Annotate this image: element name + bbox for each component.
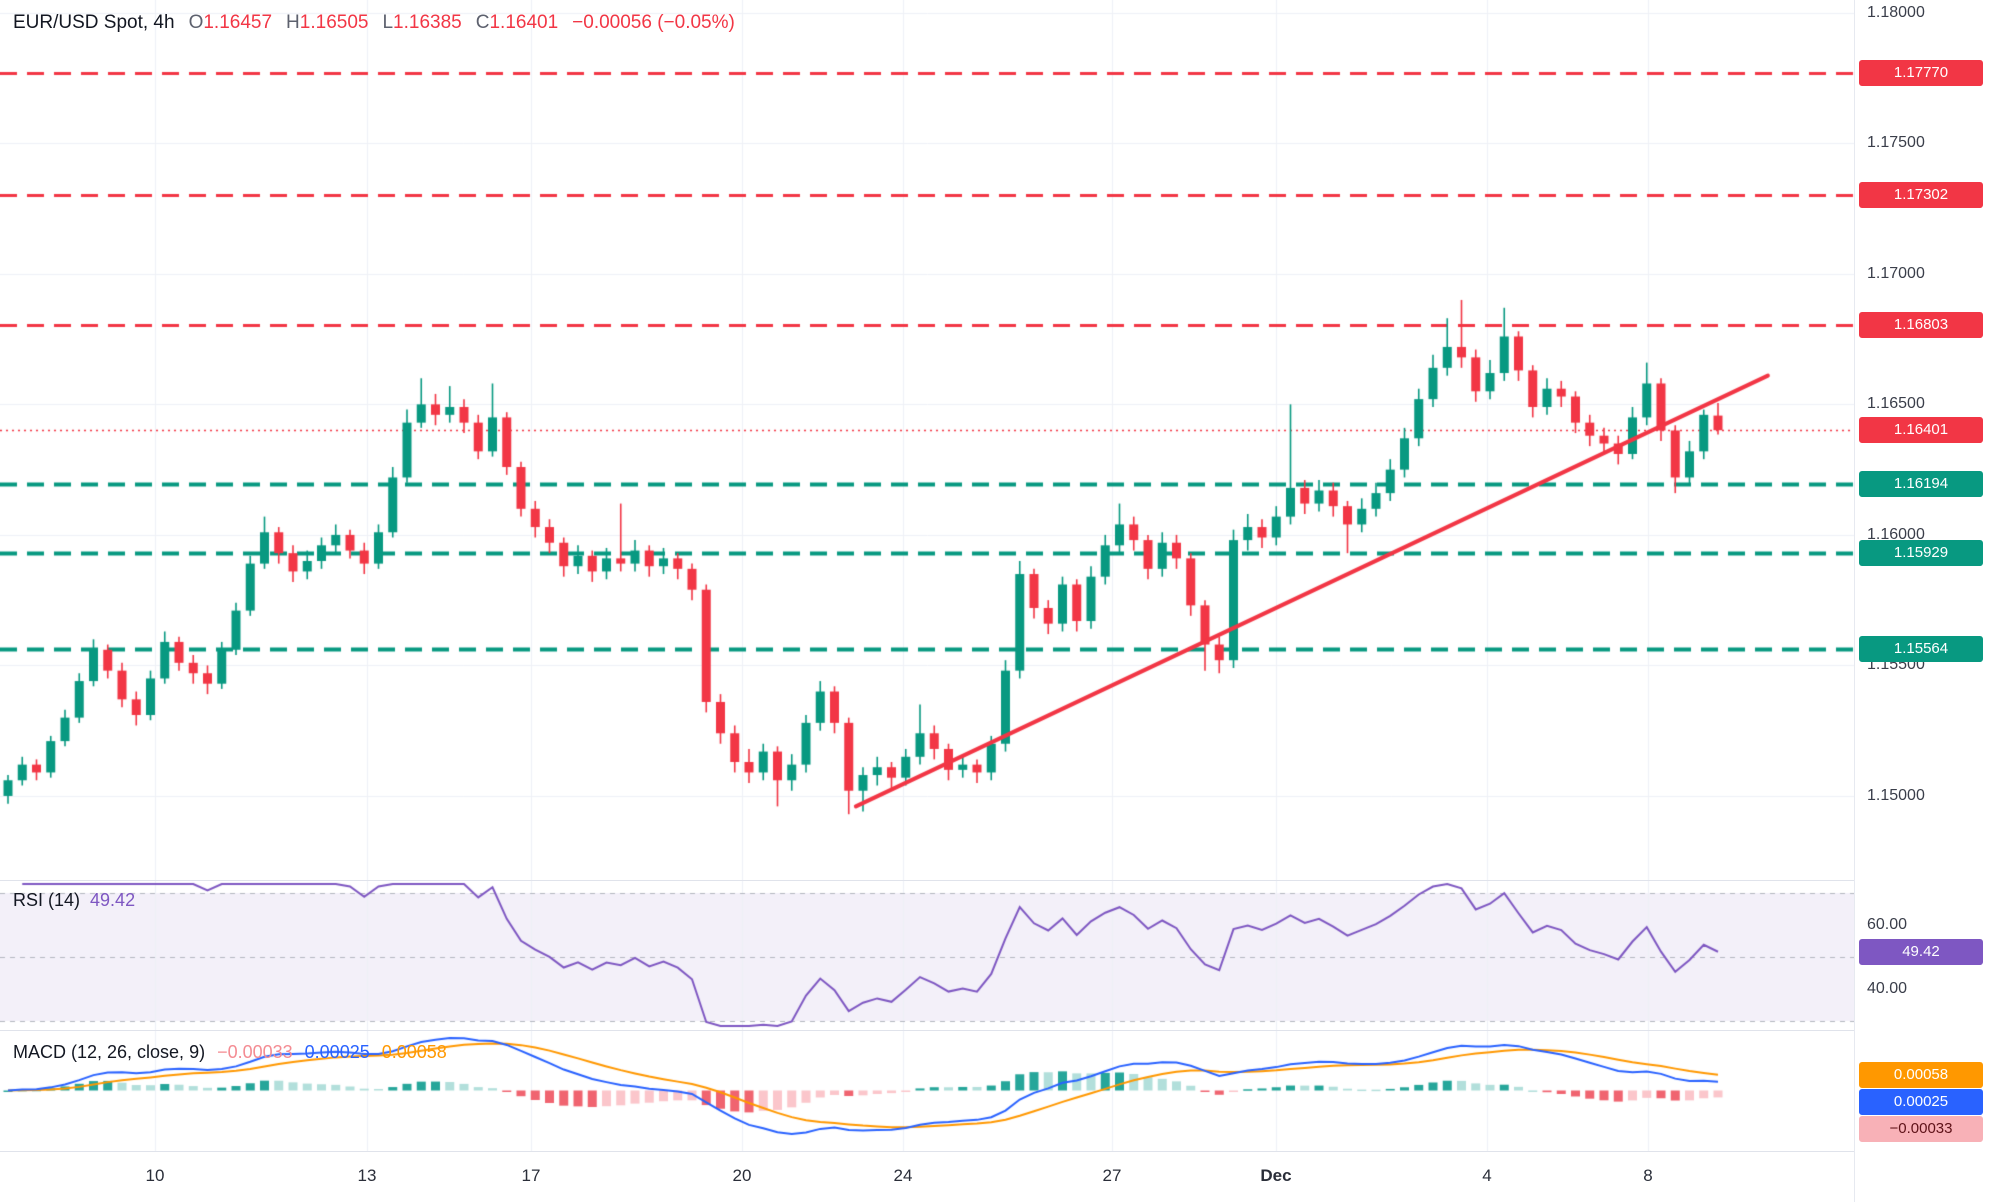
level-badge-2: 1.16803 [1859,312,1983,338]
rsi-badge: 49.42 [1859,939,1983,965]
time-tick-label: 13 [357,1166,377,1185]
symbol-legend: EUR/USD Spot, 4h O1.16457 H1.16505 L1.16385… [13,12,735,34]
ohlc-low-key: L [382,12,394,33]
price-tick-label: 1.16000 [1867,526,1925,543]
time-tick-label: 17 [521,1166,541,1185]
macd-badge-line: 0.00025 [1859,1089,1983,1115]
current-price-badge: 1.16401 [1859,417,1983,443]
rsi-value: 49.42 [90,890,136,910]
time-tick-label: 24 [893,1166,913,1185]
time-tick-label: 8 [1643,1166,1653,1185]
price-tick-label: 1.15000 [1867,787,1925,804]
time-tick-label: 20 [732,1166,752,1185]
rsi-tick-label: 40.00 [1867,980,1908,997]
level-badge-1: 1.17302 [1859,182,1983,208]
price-pane-canvas[interactable] [0,0,1855,880]
level-badge-5: 1.15564 [1859,636,1983,662]
time-tick-label: 10 [145,1166,165,1185]
ohlc-high-value: 1.16505 [299,12,369,33]
price-tick-label: 1.18000 [1867,4,1925,21]
price-change: −0.00056 (−0.05%) [572,12,735,33]
macd-badge-signal: 0.00058 [1859,1062,1983,1088]
pane-separator[interactable] [0,1151,2006,1152]
price-tick-label: 1.16500 [1867,395,1925,412]
pane-separator[interactable] [0,1030,2006,1031]
price-tick-label: 1.17500 [1867,134,1925,151]
ohlc-close-key: C [475,12,490,33]
rsi-legend: RSI (14) 49.42 [13,890,135,911]
pane-separator[interactable] [0,880,2006,881]
level-badge-0: 1.17770 [1859,60,1983,86]
macd-pane-canvas[interactable] [0,1030,1855,1151]
macd-signal-value: 0.00058 [381,1042,447,1062]
macd-hist-value: −0.00033 [217,1042,293,1062]
level-badge-4: 1.15929 [1859,540,1983,566]
time-tick-label: 4 [1482,1166,1492,1185]
price-axis[interactable]: 1.17770 1.17302 1.16803 1.16194 1.15929 … [1854,0,2006,1202]
macd-title[interactable]: MACD (12, 26, close, 9) [13,1042,206,1062]
ohlc-open-value: 1.16457 [203,12,273,33]
level-badge-3: 1.16194 [1859,471,1983,497]
ohlc-open-key: O [188,12,204,33]
ohlc-close-value: 1.16401 [489,12,559,33]
macd-badge-hist: −0.00033 [1859,1116,1983,1142]
ohlc-high-key: H [286,12,300,33]
symbol-title[interactable]: EUR/USD Spot, 4h [13,12,175,33]
rsi-title[interactable]: RSI (14) [13,890,81,910]
time-axis[interactable]: 10 13 17 20 24 27 Dec 4 8 [0,1151,2006,1202]
rsi-pane-canvas[interactable] [0,880,1855,1030]
macd-legend: MACD (12, 26, close, 9) −0.00033 0.00025 0.… [13,1042,447,1063]
macd-line-value: 0.00025 [304,1042,370,1062]
time-tick-label: Dec [1260,1166,1292,1185]
time-tick-label: 27 [1102,1166,1122,1185]
rsi-tick-label: 60.00 [1867,916,1908,933]
ohlc-low-value: 1.16385 [393,12,462,33]
price-tick-label: 1.17000 [1867,265,1925,282]
